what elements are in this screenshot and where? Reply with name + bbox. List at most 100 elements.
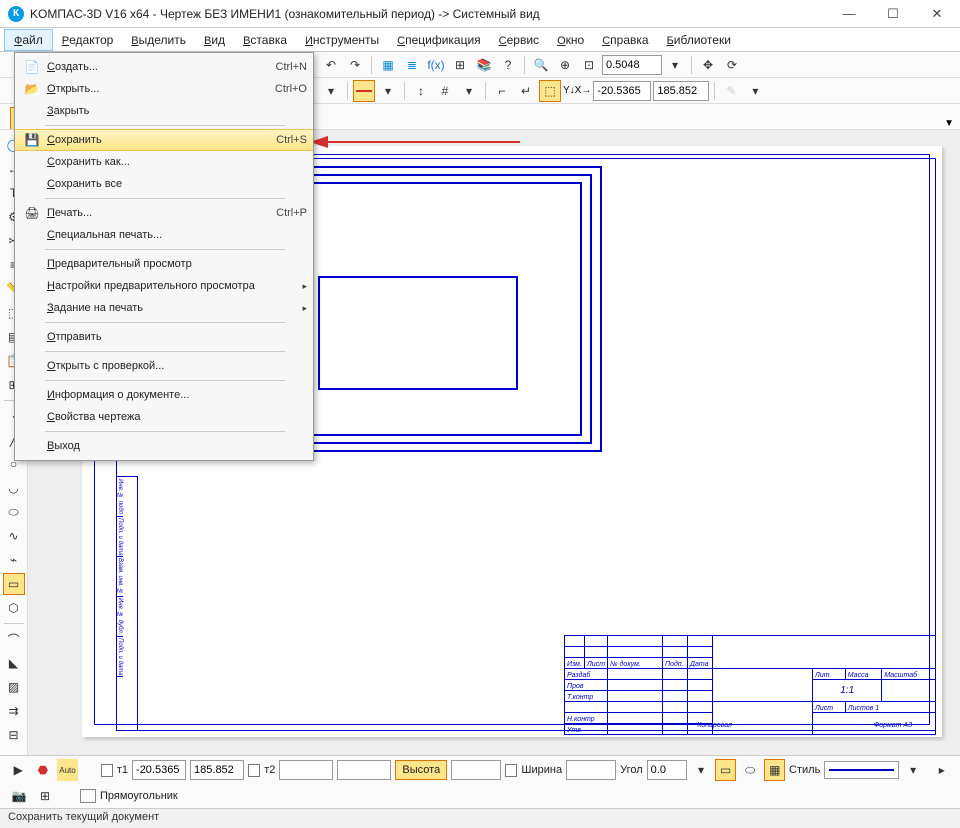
undo-icon[interactable]: ↶ <box>320 54 342 76</box>
title-block-table: Изм.Лист№ докум.Подп.Дата РаздабЛит.Масс… <box>564 635 936 735</box>
camera-icon[interactable]: 📷 <box>8 785 30 807</box>
scheme-icon[interactable]: ⊞ <box>34 785 56 807</box>
menu-item-Свойства чертежа[interactable]: Свойства чертежа <box>15 406 313 428</box>
zoom-input[interactable] <box>602 55 662 75</box>
menu-Вид[interactable]: Вид <box>195 30 234 50</box>
menu-item-Задание на печать[interactable]: Задание на печать▸ <box>15 297 313 319</box>
menu-item-Печать...[interactable]: 🖨Печать...Ctrl+P <box>15 202 313 224</box>
title-bar: К KOMПAC-3D V16 x64 - Чертеж БЕЗ ИМЕНИ1 … <box>0 0 960 28</box>
menu-item-Сохранить все[interactable]: Сохранить все <box>15 173 313 195</box>
angle-dropdown-icon[interactable]: ▾ <box>691 759 712 781</box>
refresh-icon[interactable]: ⟳ <box>721 54 743 76</box>
help-icon[interactable]: ? <box>497 54 519 76</box>
coord-icon[interactable]: ↵ <box>515 80 537 102</box>
menu-Спецификация[interactable]: Спецификация <box>388 30 490 50</box>
fx-icon[interactable]: f(x) <box>425 54 447 76</box>
height-input[interactable] <box>451 760 501 780</box>
spline-icon[interactable]: ∿ <box>3 525 25 547</box>
spec-icon[interactable]: ⊞ <box>449 54 471 76</box>
menu-item-Информация о документе...[interactable]: Информация о документе... <box>15 384 313 406</box>
t1-lock[interactable] <box>101 764 113 777</box>
round-icon[interactable]: ⬚ <box>539 80 561 102</box>
polygon-icon[interactable]: ⬡ <box>3 597 25 619</box>
pan-icon[interactable]: ✥ <box>697 54 719 76</box>
menu-item-Предварительный просмотр[interactable]: Предварительный просмотр <box>15 253 313 275</box>
apply-icon[interactable]: ▶ <box>8 759 29 781</box>
menu-Окно[interactable]: Окно <box>548 30 593 50</box>
t2-lock[interactable] <box>248 764 260 777</box>
style-dropdown-icon[interactable]: ▾ <box>903 759 924 781</box>
redo-icon[interactable]: ↷ <box>344 54 366 76</box>
width-lock[interactable] <box>505 764 517 777</box>
annotation-arrow <box>310 134 520 150</box>
menu-item-Специальная печать...[interactable]: Специальная печать... <box>15 224 313 246</box>
t1-y-input[interactable] <box>190 760 244 780</box>
hatch-option-icon[interactable]: ▦ <box>764 759 785 781</box>
paint-icon[interactable]: ✎ <box>720 80 742 102</box>
menu-Выделить[interactable]: Выделить <box>122 30 195 50</box>
zoom-dropdown-icon[interactable]: ▾ <box>664 54 686 76</box>
zoom-region-icon[interactable]: ⊡ <box>578 54 600 76</box>
copy-label: Копировал <box>697 722 732 729</box>
ortho-icon[interactable]: ⌐ <box>491 80 513 102</box>
app-logo: К <box>8 6 24 22</box>
auto-icon[interactable]: Auto <box>57 759 78 781</box>
menu-Редактор[interactable]: Редактор <box>53 30 123 50</box>
menu-item-Выход[interactable]: Выход <box>15 435 313 457</box>
rectangle-tool[interactable]: ▭ <box>3 573 25 595</box>
menu-item-Открыть...[interactable]: 📂Открыть...Ctrl+O <box>15 78 313 100</box>
menu-item-Создать...[interactable]: 📄Создать...Ctrl+N <box>15 56 313 78</box>
layer-dropdown-icon[interactable]: ▾ <box>320 80 342 102</box>
offset-icon[interactable]: ⇉ <box>3 700 25 722</box>
menu-item-Закрыть[interactable]: Закрыть <box>15 100 313 122</box>
width-input[interactable] <box>566 760 616 780</box>
t2-y-input[interactable] <box>337 760 391 780</box>
menu-Справка[interactable]: Справка <box>593 30 657 50</box>
paint-dropdown-icon[interactable]: ▾ <box>744 80 766 102</box>
manager-icon[interactable]: ▦ <box>377 54 399 76</box>
menu-Сервис[interactable]: Сервис <box>490 30 548 50</box>
t2-x-input[interactable] <box>279 760 333 780</box>
menu-Вставка[interactable]: Вставка <box>234 30 296 50</box>
minimize-button[interactable]: — <box>834 6 864 22</box>
close-button[interactable]: ✕ <box>922 6 952 22</box>
zoom-fit-icon[interactable]: 🔍 <box>530 54 552 76</box>
menu-item-Отправить[interactable]: Отправить <box>15 326 313 348</box>
stop-icon[interactable]: ⬣ <box>33 759 54 781</box>
status-bar: Сохранить текущий документ <box>0 808 960 828</box>
chamfer-icon[interactable]: ◣ <box>3 652 25 674</box>
collect-icon[interactable]: ⊟ <box>3 724 25 746</box>
file-menu-dropdown: 📄Создать...Ctrl+N📂Открыть...Ctrl+OЗакрыт… <box>14 52 314 461</box>
shape-mode-label: Прямоугольник <box>100 790 178 802</box>
fillet-icon[interactable]: ⌒ <box>3 628 25 650</box>
library-icon[interactable]: 📚 <box>473 54 495 76</box>
tab-menu-icon[interactable]: ▼ <box>944 118 954 129</box>
grid-dropdown-icon[interactable]: ▾ <box>458 80 480 102</box>
menu-item-Сохранить как...[interactable]: Сохранить как... <box>15 151 313 173</box>
menu-Инструменты[interactable]: Инструменты <box>296 30 388 50</box>
corner-none-icon[interactable]: ▭ <box>715 759 736 781</box>
arc-icon[interactable]: ◡ <box>3 477 25 499</box>
angle-input[interactable] <box>647 760 687 780</box>
maximize-button[interactable]: ☐ <box>878 6 908 22</box>
grid-icon[interactable]: # <box>434 80 456 102</box>
hatch-icon[interactable]: ▨ <box>3 676 25 698</box>
polyline-icon[interactable]: ⌁ <box>3 549 25 571</box>
t1-x-input[interactable] <box>132 760 186 780</box>
menu-Файл[interactable]: Файл <box>4 29 53 51</box>
corner-round-icon[interactable]: ⬭ <box>740 759 761 781</box>
menu-Библиотеки[interactable]: Библиотеки <box>658 30 740 50</box>
style-dropdown-icon[interactable]: ▾ <box>377 80 399 102</box>
snap-icon[interactable]: ↕ <box>410 80 432 102</box>
menu-item-Настройки предварительного просмотра[interactable]: Настройки предварительного просмотра▸ <box>15 275 313 297</box>
line-style-icon[interactable] <box>353 80 375 102</box>
menu-bar: ФайлРедакторВыделитьВидВставкаИнструмент… <box>0 28 960 52</box>
coord-x-input[interactable] <box>593 81 651 101</box>
ellipse-icon[interactable]: ⬭ <box>3 501 25 523</box>
menu-item-Сохранить[interactable]: 💾СохранитьCtrl+S <box>15 129 313 151</box>
coord-y-input[interactable] <box>653 81 709 101</box>
zoom-in-icon[interactable]: ⊕ <box>554 54 576 76</box>
menu-item-Открыть с проверкой...[interactable]: Открыть с проверкой... <box>15 355 313 377</box>
scroll-right-icon[interactable]: ▸ <box>931 759 952 781</box>
variables-icon[interactable]: ≣ <box>401 54 423 76</box>
